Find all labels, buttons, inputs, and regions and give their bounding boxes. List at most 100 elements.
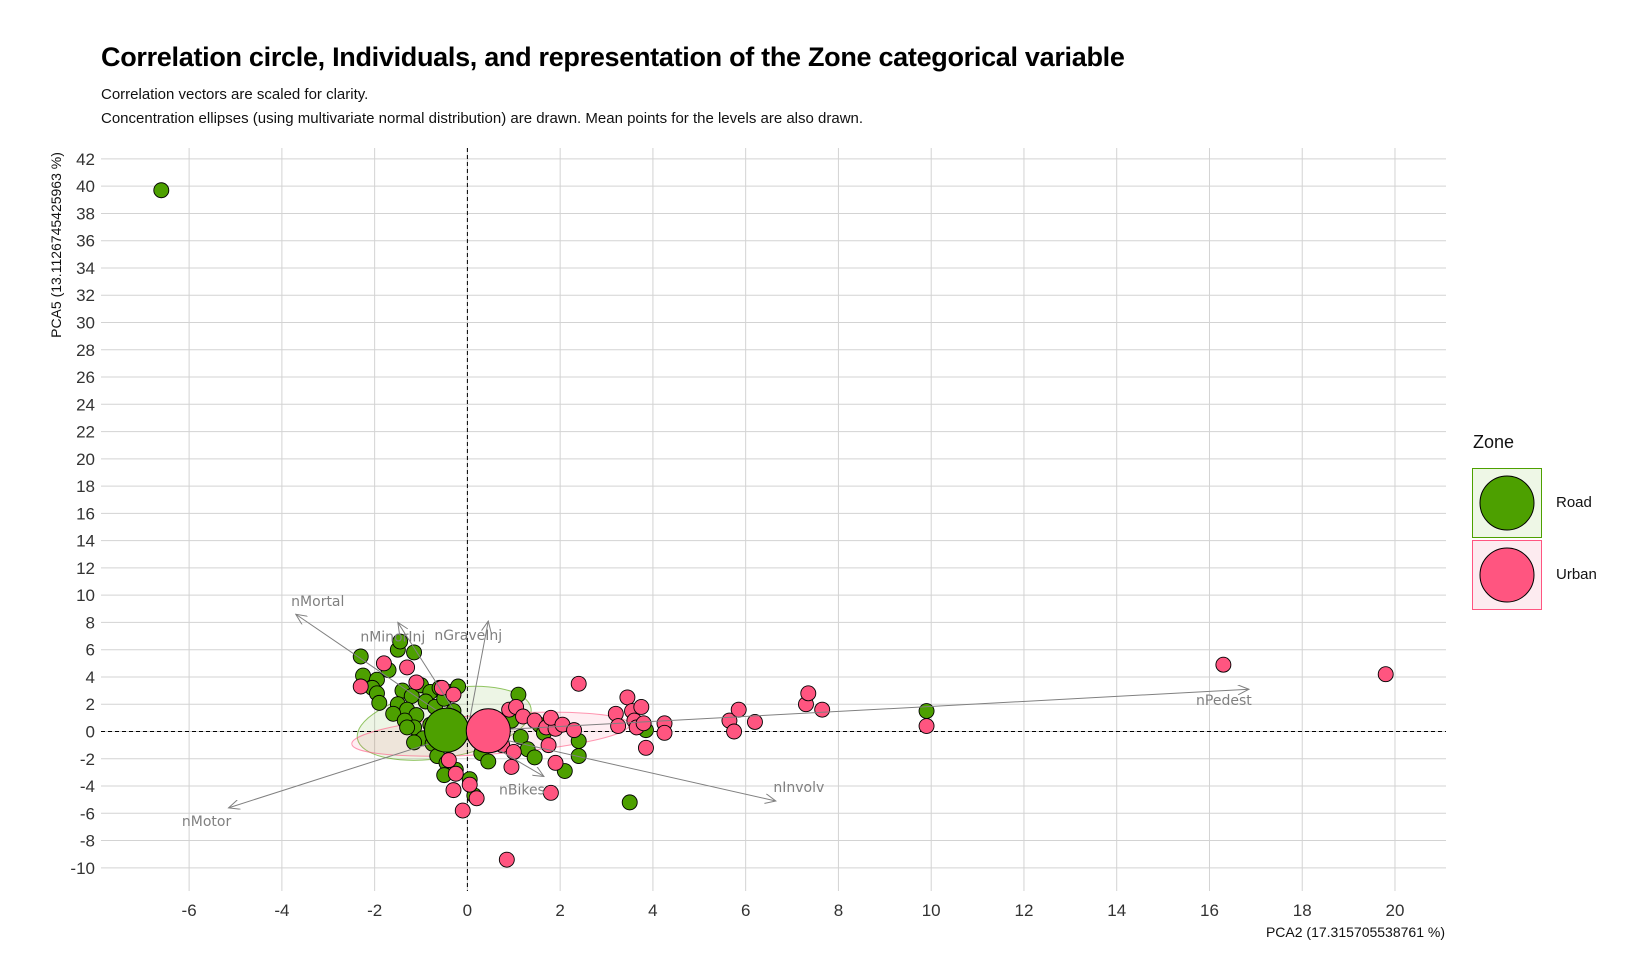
x-axis-title: PCA2 (17.315705538761 %) bbox=[1266, 924, 1445, 940]
y-tick-label: 32 bbox=[76, 286, 95, 305]
legend-key-urban bbox=[1472, 540, 1542, 610]
reference-lines bbox=[101, 148, 1446, 891]
point-road bbox=[406, 734, 423, 751]
chart-title: Correlation circle, Individuals, and rep… bbox=[101, 42, 1125, 72]
point-urban bbox=[505, 743, 522, 760]
point-urban bbox=[433, 679, 450, 696]
point-urban bbox=[408, 674, 425, 691]
point-urban bbox=[468, 790, 485, 807]
point-urban bbox=[1215, 656, 1232, 673]
x-tick-label: 20 bbox=[1386, 901, 1405, 920]
point-urban bbox=[542, 784, 559, 801]
y-tick-label: -10 bbox=[70, 859, 95, 878]
point-urban bbox=[610, 718, 627, 734]
point-road bbox=[352, 648, 369, 665]
vector-label-nGraveInj: nGraveInj bbox=[434, 628, 502, 644]
x-tick-label: -4 bbox=[274, 901, 289, 920]
y-tick-label: -6 bbox=[80, 804, 95, 823]
point-urban bbox=[814, 701, 831, 718]
x-tick-label: 14 bbox=[1107, 901, 1126, 920]
mean-points bbox=[424, 707, 511, 754]
point-urban bbox=[547, 754, 564, 771]
x-tick-label: 10 bbox=[922, 901, 941, 920]
y-tick-label: 4 bbox=[86, 668, 95, 687]
point-road bbox=[406, 644, 423, 661]
point-road bbox=[512, 728, 529, 745]
point-urban bbox=[638, 739, 654, 756]
mean-point-road bbox=[424, 707, 470, 753]
y-tick-label: 40 bbox=[76, 177, 95, 196]
x-tick-label: 4 bbox=[648, 901, 657, 920]
y-tick-label: 14 bbox=[76, 532, 95, 551]
point-urban bbox=[1377, 666, 1394, 683]
point-road bbox=[153, 182, 170, 199]
point-urban bbox=[746, 714, 763, 730]
vector-nPedest bbox=[467, 689, 1248, 732]
point-urban bbox=[503, 758, 520, 775]
vector-label-nMortal: nMortal bbox=[291, 594, 344, 610]
x-tick-label: -2 bbox=[367, 901, 382, 920]
y-tick-label: -8 bbox=[80, 832, 95, 851]
point-road bbox=[526, 749, 543, 766]
point-urban bbox=[498, 851, 515, 868]
y-tick-label: 28 bbox=[76, 341, 95, 360]
mean-point-urban bbox=[465, 708, 511, 754]
y-tick-label: 36 bbox=[76, 232, 95, 251]
y-tick-label: 24 bbox=[76, 395, 95, 414]
y-tick-label: 8 bbox=[86, 613, 95, 632]
y-tick-label: 22 bbox=[76, 423, 95, 442]
y-tick-label: -4 bbox=[80, 777, 95, 796]
vector-label-nPedest: nPedest bbox=[1196, 693, 1252, 709]
y-tick-label: 20 bbox=[76, 450, 95, 469]
y-tick-label: 30 bbox=[76, 314, 95, 333]
x-tick-label: 6 bbox=[741, 901, 750, 920]
x-tick-label: 18 bbox=[1293, 901, 1312, 920]
point-urban bbox=[440, 752, 457, 769]
y-tick-label: 18 bbox=[76, 477, 95, 496]
x-tick-label: 16 bbox=[1200, 901, 1219, 920]
chart-subtitle-line-2: Concentration ellipses (using multivaria… bbox=[101, 110, 864, 127]
legend-label-road: Road bbox=[1556, 494, 1592, 511]
point-urban bbox=[730, 701, 747, 718]
y-tick-label: -2 bbox=[80, 750, 95, 769]
y-axis-title: PCA5 (13.1126745425963 %) bbox=[48, 152, 64, 338]
point-urban bbox=[447, 765, 464, 782]
point-urban bbox=[619, 689, 636, 706]
point-urban bbox=[375, 655, 392, 672]
chart-subtitle-line-1: Correlation vectors are scaled for clari… bbox=[101, 86, 369, 103]
point-road bbox=[385, 705, 402, 722]
point-urban bbox=[570, 675, 587, 692]
point-urban bbox=[445, 686, 462, 703]
point-urban bbox=[399, 659, 416, 676]
point-urban bbox=[566, 722, 583, 739]
y-tick-label: 16 bbox=[76, 504, 95, 523]
tick-labels: -6 -4 -2 0 2 4 6 8 10 12 14 16 18 20-10-8-6-4-2024681… bbox=[70, 150, 1404, 920]
point-urban bbox=[445, 782, 462, 799]
y-tick-label: 10 bbox=[76, 586, 95, 605]
point-road bbox=[399, 719, 416, 736]
point-urban bbox=[461, 776, 478, 793]
x-tick-label: 8 bbox=[834, 901, 843, 920]
x-tick-label: 12 bbox=[1014, 901, 1033, 920]
y-tick-label: 2 bbox=[86, 695, 95, 714]
vector-nInvolv bbox=[467, 731, 775, 801]
point-road bbox=[621, 794, 638, 811]
y-tick-label: 0 bbox=[86, 722, 95, 741]
y-tick-label: 38 bbox=[76, 204, 95, 223]
legend-title: Zone bbox=[1473, 432, 1515, 452]
y-tick-label: 34 bbox=[76, 259, 95, 278]
point-urban bbox=[454, 802, 471, 819]
point-urban bbox=[542, 709, 559, 726]
y-tick-label: 42 bbox=[76, 150, 95, 169]
point-urban bbox=[635, 715, 652, 732]
y-tick-label: 6 bbox=[86, 641, 95, 660]
legend-label-urban: Urban bbox=[1556, 566, 1597, 583]
point-urban bbox=[352, 678, 369, 695]
point-urban bbox=[633, 699, 650, 715]
vector-label-nMinorInj: nMinorInj bbox=[360, 629, 425, 645]
point-urban bbox=[656, 724, 673, 741]
x-tick-label: 2 bbox=[555, 901, 564, 920]
legend-key-road bbox=[1472, 468, 1542, 538]
point-road bbox=[918, 703, 935, 719]
